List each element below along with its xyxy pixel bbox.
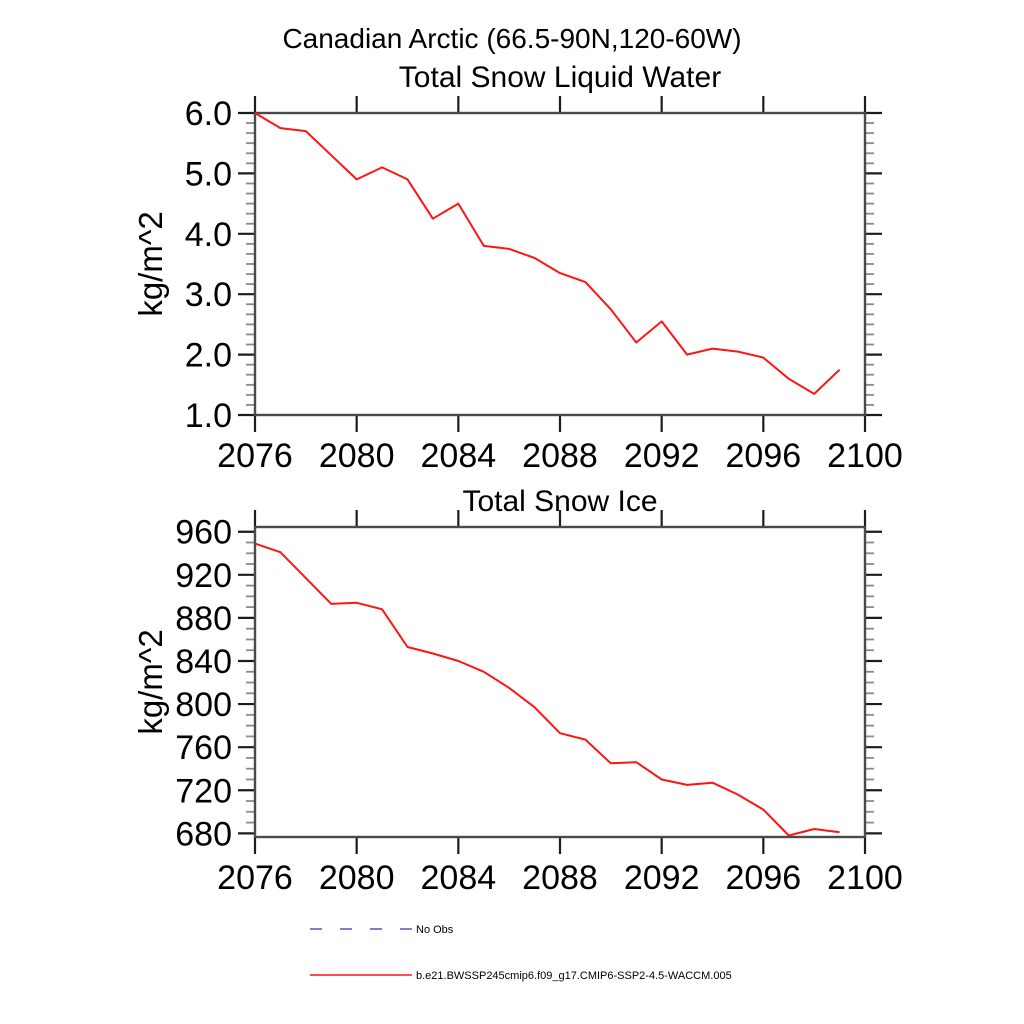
chart-border bbox=[253, 111, 867, 417]
y-tick-label: 2.0 bbox=[185, 337, 232, 375]
chart-title: Total Snow Liquid Water bbox=[399, 61, 721, 94]
figure-title: Canadian Arctic (66.5-90N,120-60W) bbox=[282, 23, 741, 54]
plot-area: 2076 2080 2084 2088 2092 2096 2100 680 720 760 800… bbox=[175, 510, 903, 897]
y-axis-label: kg/m^2 bbox=[132, 629, 169, 734]
plot-area: 2076 2080 2084 2088 2092 2096 2100 1.0 2.0 3.0 4.0… bbox=[185, 95, 903, 475]
legend-label-no-obs: No Obs bbox=[416, 924, 454, 936]
x-tick-label: 2080 bbox=[319, 859, 395, 897]
y-tick-label: 4.0 bbox=[185, 216, 232, 254]
x-tick-label: 2096 bbox=[726, 859, 802, 897]
legend-item: b.e21.BWSSP245cmip6.f09_g17.CMIP6-SSP2-4… bbox=[310, 970, 732, 982]
y-tick-label: 680 bbox=[175, 815, 232, 853]
y-tick-label: 800 bbox=[175, 686, 232, 724]
x-tick-label: 2080 bbox=[319, 437, 395, 475]
y-tick-label: 720 bbox=[175, 772, 232, 810]
chart-border bbox=[253, 525, 867, 839]
series-line bbox=[254, 542, 840, 837]
legend-label-model-run: b.e21.BWSSP245cmip6.f09_g17.CMIP6-SSP2-4… bbox=[416, 970, 732, 982]
x-tick-label: 2088 bbox=[522, 437, 598, 475]
x-tick-label: 2088 bbox=[522, 859, 598, 897]
legend-item: No Obs bbox=[310, 924, 454, 936]
y-tick-label: 5.0 bbox=[185, 155, 232, 193]
total-snow-liquid-water-plot: Total Snow Liquid Water kg/m^2 2076 2080 2… bbox=[132, 61, 903, 475]
legend: No Obs b.e21.BWSSP245cmip6.f09_g17.CMIP6… bbox=[310, 924, 732, 982]
x-tick-label: 2076 bbox=[217, 859, 293, 897]
y-tick-label: 760 bbox=[175, 729, 232, 767]
x-tick-label: 2096 bbox=[726, 437, 802, 475]
y-tick-label: 880 bbox=[175, 600, 232, 638]
x-tick-label: 2100 bbox=[827, 859, 903, 897]
x-tick-label: 2092 bbox=[624, 437, 700, 475]
x-tick-label: 2092 bbox=[624, 859, 700, 897]
y-tick-label: 6.0 bbox=[185, 95, 232, 133]
x-tick-label: 2084 bbox=[421, 437, 497, 475]
x-tick-label: 2076 bbox=[217, 437, 293, 475]
y-tick-label: 3.0 bbox=[185, 276, 232, 314]
y-tick-label: 920 bbox=[175, 557, 232, 595]
x-tick-label: 2100 bbox=[827, 437, 903, 475]
y-axis-label: kg/m^2 bbox=[132, 211, 169, 316]
x-tick-label: 2084 bbox=[421, 859, 497, 897]
total-snow-ice-plot: Total Snow Ice kg/m^2 2076 2080 2084 2088 20… bbox=[132, 485, 903, 897]
y-tick-label: 840 bbox=[175, 643, 232, 681]
y-tick-label: 1.0 bbox=[185, 397, 232, 435]
y-tick-label: 960 bbox=[175, 514, 232, 552]
series-line bbox=[254, 112, 841, 395]
